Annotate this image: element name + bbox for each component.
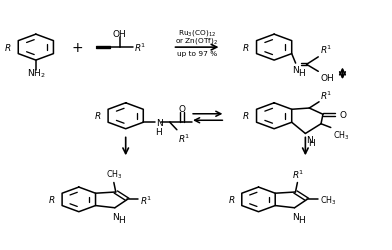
Text: H: H xyxy=(156,128,162,137)
Text: H: H xyxy=(298,216,305,224)
Text: OH: OH xyxy=(113,30,127,39)
Text: R: R xyxy=(5,44,11,52)
Text: R$^1$: R$^1$ xyxy=(320,89,332,101)
Text: N: N xyxy=(292,212,299,221)
Text: R$^1$: R$^1$ xyxy=(320,43,332,56)
Text: R: R xyxy=(49,195,55,204)
Text: O: O xyxy=(339,110,347,119)
Text: CH$_3$: CH$_3$ xyxy=(105,167,122,180)
Text: +: + xyxy=(71,41,83,55)
Text: H: H xyxy=(298,69,305,78)
Text: R: R xyxy=(243,44,249,52)
Text: up to 97 %: up to 97 % xyxy=(177,51,217,57)
Text: CH$_3$: CH$_3$ xyxy=(319,193,336,206)
Text: R$^1$: R$^1$ xyxy=(178,132,189,144)
Text: Ru$_3$(CO)$_{12}$: Ru$_3$(CO)$_{12}$ xyxy=(178,28,216,38)
Text: R$^1$: R$^1$ xyxy=(292,168,303,180)
Text: H: H xyxy=(118,216,125,224)
Text: N: N xyxy=(156,118,163,127)
Text: N: N xyxy=(306,136,313,144)
Text: R: R xyxy=(228,195,234,204)
Text: OH: OH xyxy=(320,73,334,82)
Text: R$^1$: R$^1$ xyxy=(140,194,152,206)
Text: N: N xyxy=(292,66,299,75)
Text: N: N xyxy=(112,212,119,221)
Text: R: R xyxy=(243,112,249,121)
Text: R$^1$: R$^1$ xyxy=(134,42,146,54)
Text: H: H xyxy=(308,139,315,148)
Text: or Zn(OTf)$_2$: or Zn(OTf)$_2$ xyxy=(176,36,218,46)
Text: R: R xyxy=(94,112,101,121)
Text: CH$_3$: CH$_3$ xyxy=(333,129,349,141)
Text: O: O xyxy=(178,104,185,114)
Text: NH$_2$: NH$_2$ xyxy=(27,68,45,80)
